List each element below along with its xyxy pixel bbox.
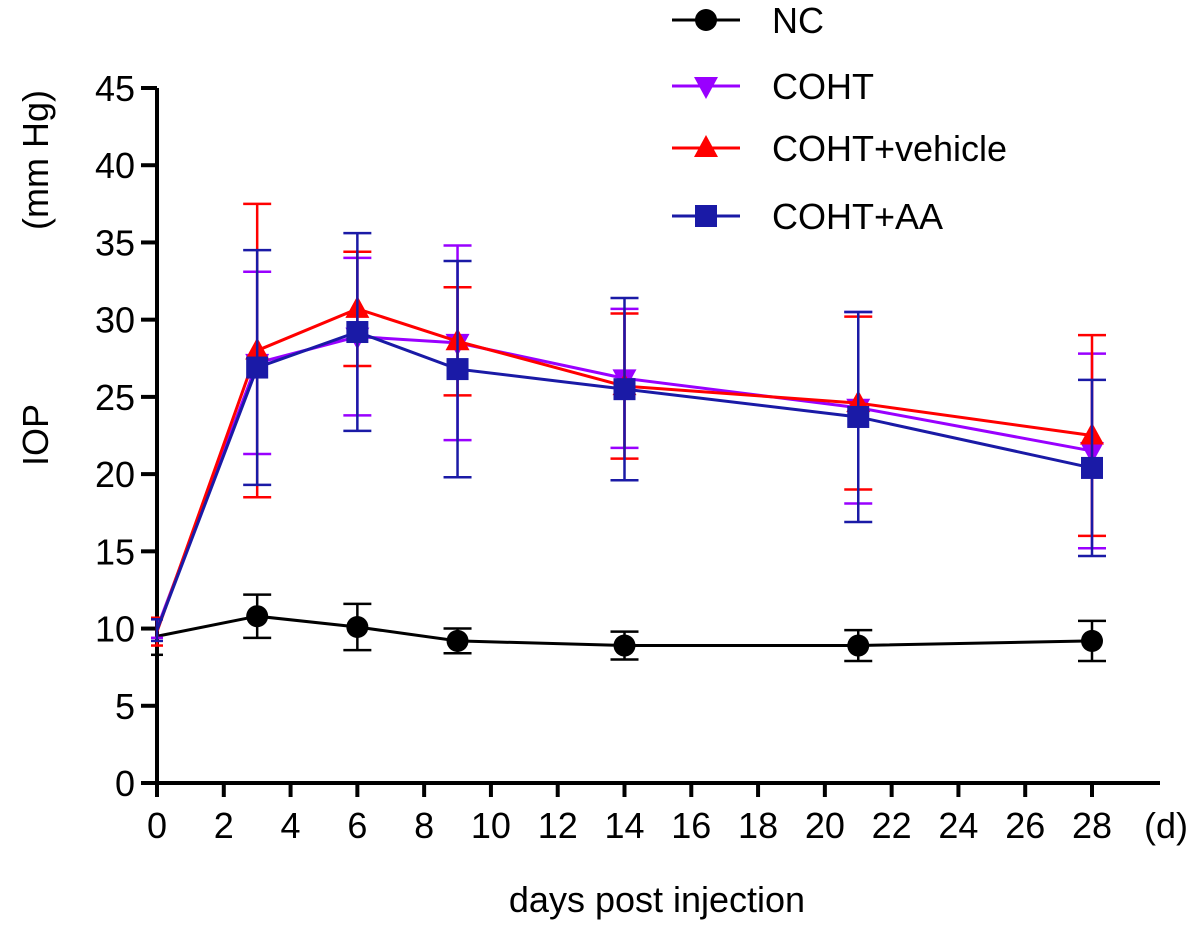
y-tick-label: 0 (115, 763, 135, 804)
y-tick-label: 25 (95, 377, 135, 418)
data-point (446, 629, 469, 652)
legend-marker (695, 9, 717, 31)
series-nc (151, 593, 1106, 663)
x-tick-label: 2 (214, 805, 234, 846)
x-tick-label: 24 (938, 805, 978, 846)
x-tick-label: 12 (538, 805, 578, 846)
legend-item-nc: NC (672, 0, 824, 41)
data-point (847, 405, 870, 428)
y-tick-label: 10 (95, 609, 135, 650)
x-tick-label: 10 (471, 805, 511, 846)
data-point (1081, 629, 1103, 652)
x-tick-label: 0 (147, 805, 167, 846)
legend-marker (695, 205, 717, 227)
x-tick-label: 22 (872, 805, 912, 846)
legend-label: COHT+AA (772, 196, 943, 237)
data-point (246, 356, 269, 379)
plot-area (151, 202, 1106, 663)
y-axis-unit-label: (mm Hg) (15, 90, 56, 230)
data-point (613, 634, 636, 657)
x-tick-label: 20 (805, 805, 845, 846)
data-point (246, 605, 269, 628)
y-tick-label: 30 (95, 300, 135, 341)
x-axis-unit-label: (d) (1144, 805, 1188, 846)
x-tick-label: 26 (1005, 805, 1045, 846)
data-point (446, 358, 469, 381)
legend-item-coht: COHT (672, 66, 874, 107)
y-tick-label: 40 (95, 145, 135, 186)
series-coht (151, 244, 1106, 640)
x-tick-label: 18 (738, 805, 778, 846)
y-axis-title: IOP (15, 404, 56, 466)
x-tick-label: 14 (604, 805, 644, 846)
data-point (346, 616, 369, 639)
legend-marker (694, 77, 718, 99)
x-tick-label: 6 (347, 805, 367, 846)
x-axis-title: days post injection (509, 879, 805, 920)
series-coht-aa (151, 231, 1106, 643)
legend: NC COHT COHT+vehicle COHT+AA (672, 0, 1007, 237)
y-tick-label: 45 (95, 68, 135, 109)
x-ticks: 0 2 4 6 8 10 12 14 16 18 20 22 24 26 28 (147, 783, 1112, 846)
legend-label: COHT (772, 66, 874, 107)
x-tick-label: 28 (1072, 805, 1112, 846)
x-tick-label: 8 (414, 805, 434, 846)
series-coht-vehicle (151, 202, 1106, 647)
y-tick-label: 35 (95, 222, 135, 263)
y-tick-label: 20 (95, 454, 135, 495)
y-tick-label: 5 (115, 686, 135, 727)
y-tick-label: 15 (95, 531, 135, 572)
x-tick-label: 16 (671, 805, 711, 846)
legend-label: NC (772, 0, 824, 41)
x-tick-label: 4 (281, 805, 301, 846)
legend-item-coht-aa: COHT+AA (672, 196, 943, 237)
data-point (613, 378, 636, 401)
legend-item-coht-vehicle: COHT+vehicle (672, 128, 1007, 169)
data-point (1081, 456, 1103, 479)
data-point (847, 634, 870, 657)
data-point (346, 321, 369, 344)
y-ticks: 0 5 10 15 20 25 30 35 40 45 (95, 68, 157, 804)
legend-label: COHT+vehicle (772, 128, 1007, 169)
legend-marker (694, 135, 718, 157)
